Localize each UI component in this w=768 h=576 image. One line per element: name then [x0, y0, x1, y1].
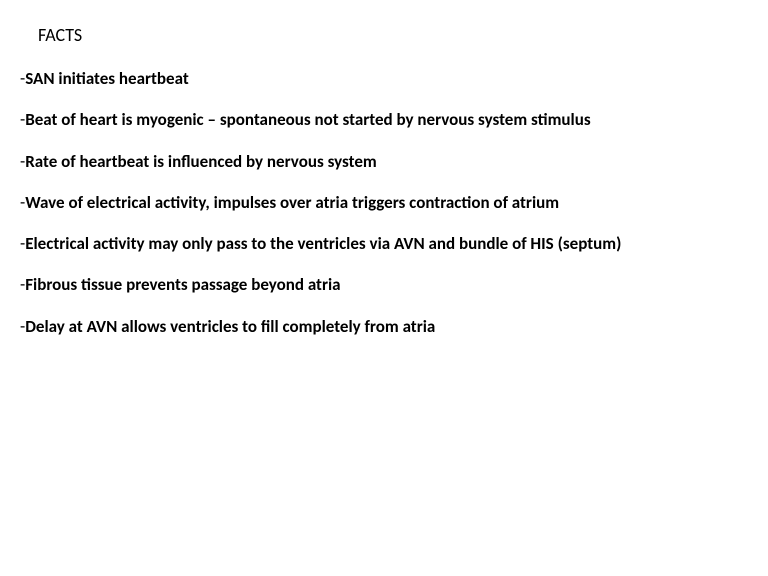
fact-text: Beat of heart is myogenic – spontaneous …: [25, 109, 590, 130]
facts-list: -SAN initiates heartbeat -Beat of heart …: [20, 68, 748, 337]
list-item: -Wave of electrical activity, impulses o…: [20, 192, 748, 213]
fact-text: Delay at AVN allows ventricles to fill c…: [25, 316, 435, 337]
list-item: -Rate of heartbeat is influenced by nerv…: [20, 151, 748, 172]
page-title: FACTS: [38, 24, 748, 46]
list-item: -Fibrous tissue prevents passage beyond …: [20, 274, 748, 295]
list-item: -Beat of heart is myogenic – spontaneous…: [20, 109, 748, 130]
list-item: -Delay at AVN allows ventricles to fill …: [20, 316, 748, 337]
fact-text: SAN initiates heartbeat: [25, 68, 189, 89]
list-item: -SAN initiates heartbeat: [20, 68, 748, 89]
fact-text: Wave of electrical activity, impulses ov…: [25, 192, 559, 213]
fact-text: Rate of heartbeat is influenced by nervo…: [25, 151, 377, 172]
fact-text: Electrical activity may only pass to the…: [25, 233, 621, 254]
document-container: FACTS -SAN initiates heartbeat -Beat of …: [0, 0, 768, 337]
fact-text: Fibrous tissue prevents passage beyond a…: [25, 274, 340, 295]
list-item: -Electrical activity may only pass to th…: [20, 233, 748, 254]
